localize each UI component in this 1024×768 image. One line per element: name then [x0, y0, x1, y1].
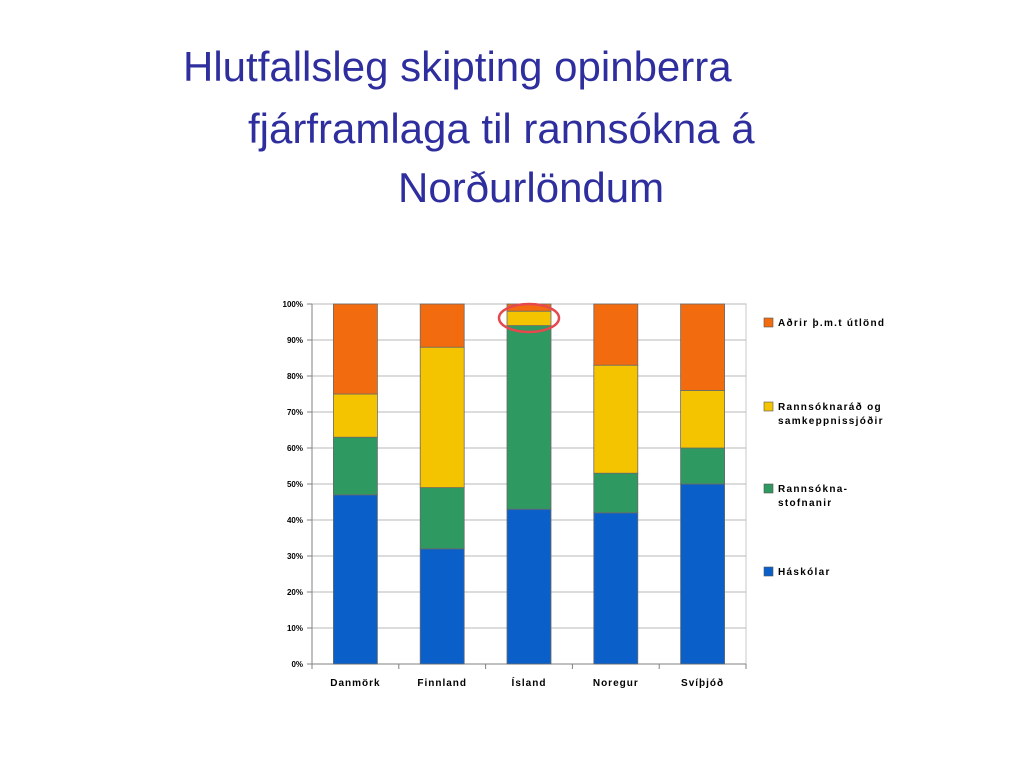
title-line-1: Hlutfallsleg skipting opinberra: [183, 43, 732, 90]
bar-segment: [506, 508, 552, 665]
x-tick-label: Ísland: [512, 676, 547, 689]
y-tick-label: 80%: [287, 372, 303, 381]
y-tick-label: 10%: [287, 624, 303, 633]
y-tick-label: 20%: [287, 588, 303, 597]
legend-swatch: [763, 317, 774, 328]
x-tick-label: Finnland: [417, 678, 467, 689]
bar-segment: [593, 303, 639, 366]
legend-swatch: [763, 401, 774, 412]
bar-segment: [419, 548, 465, 665]
legend-label: Háskólar: [778, 567, 831, 578]
x-tick-label: Noregur: [593, 678, 639, 689]
bar-segment: [332, 303, 378, 395]
highlight-ellipse: [497, 302, 561, 334]
bar-segment: [593, 512, 639, 665]
bar-segment: [680, 483, 725, 665]
x-tick-label: Svíþjóð: [681, 677, 724, 689]
bar-segment: [419, 346, 465, 489]
bar-segment: [332, 393, 378, 438]
legend-label: Aðrir þ.m.t útlönd: [778, 317, 885, 329]
bar-segment: [419, 303, 465, 348]
y-tick-label: 100%: [283, 300, 303, 309]
bar-segment: [419, 487, 465, 550]
title-line-2: fjárframlaga til rannsókna á: [248, 105, 755, 152]
bars: [332, 303, 725, 665]
bar-segment: [680, 447, 725, 485]
title-line-3: Norðurlöndum: [398, 164, 665, 211]
y-tick-label: 70%: [287, 408, 303, 417]
bar-segment: [680, 303, 725, 391]
y-tick-label: 90%: [287, 336, 303, 345]
y-axis: 0% 10% 20% 30% 40% 50% 60% 70% 80% 90% 100% Danmörk…: [283, 300, 747, 689]
bar-segment: [593, 364, 639, 474]
legend-label: Rannsókna-: [778, 484, 848, 495]
legend-label: stofnanir: [778, 498, 832, 509]
legend-swatch: [763, 566, 774, 577]
legend: Aðrir þ.m.t útlönd Rannsóknaráð og samkepp…: [763, 317, 885, 578]
y-tick-label: 40%: [287, 516, 303, 525]
x-tick-label: Danmörk: [330, 678, 380, 689]
legend-swatch: [763, 483, 774, 494]
legend-label: samkeppnissjóðir: [778, 415, 884, 427]
y-tick-label: 50%: [287, 480, 303, 489]
y-tick-label: 30%: [287, 552, 303, 561]
bar-segment: [332, 436, 378, 496]
legend-label: Rannsóknaráð og: [778, 401, 882, 413]
bar-segment: [506, 325, 552, 510]
bar-segment: [506, 310, 552, 327]
bar-segment: [332, 494, 378, 665]
y-tick-label: 60%: [287, 444, 303, 453]
bar-segment: [593, 472, 639, 514]
bar-segment: [680, 389, 725, 449]
y-tick-label: 0%: [291, 660, 303, 669]
